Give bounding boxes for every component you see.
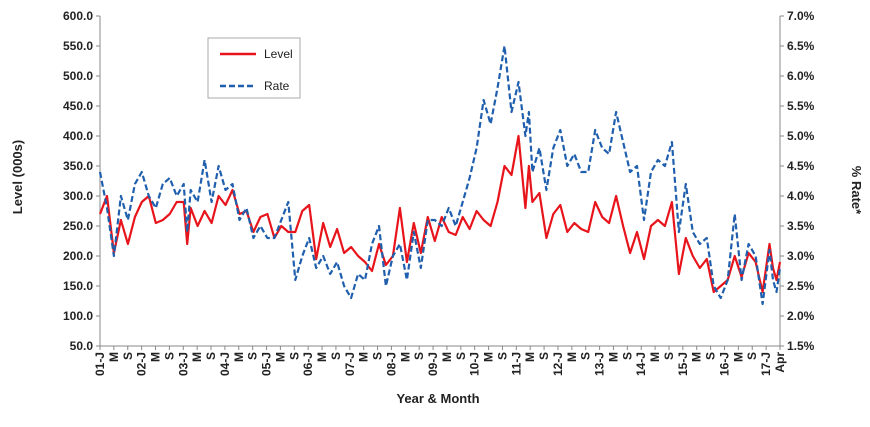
x-tick-label: 14-J — [634, 352, 648, 376]
x-tick-label: 04-J — [218, 352, 232, 376]
x-tick-label: M — [398, 352, 412, 362]
x-tick-label: 06-J — [301, 352, 315, 376]
left-tick-label: 300.0 — [63, 189, 93, 203]
right-tick-label: 4.5% — [787, 159, 815, 173]
x-tick-label: 16-J — [717, 352, 731, 376]
x-tick-label: Apr — [773, 352, 787, 373]
x-tick-label: 17-J — [759, 352, 773, 376]
legend: Level Rate — [207, 37, 301, 99]
right-tick-label: 6.5% — [787, 39, 815, 53]
y-axis-title-right: % Rate* — [849, 166, 864, 215]
x-tick-label: S — [329, 352, 343, 360]
right-tick-label: 6.0% — [787, 69, 815, 83]
x-tick-label: 12-J — [551, 352, 565, 376]
x-tick-label: S — [662, 352, 676, 360]
x-tick-label: M — [565, 352, 579, 362]
right-tick-labels: 7.0% 6.5% 6.0% 5.5% 5.0% 4.5% 4.0% 3.5% 3.0% 2.5%… — [780, 9, 815, 353]
right-tick-label: 4.0% — [787, 189, 815, 203]
series-line-rate — [98, 44, 782, 306]
right-tick-label: 3.5% — [787, 219, 815, 233]
x-tick-label: S — [412, 352, 426, 360]
x-tick-label: S — [704, 352, 718, 360]
x-tick-label: S — [287, 352, 301, 360]
left-tick-label: 50.0 — [70, 339, 94, 353]
x-tick-label: 08-J — [384, 352, 398, 376]
right-tick-label: 5.0% — [787, 129, 815, 143]
x-tick-label: 02-J — [135, 352, 149, 376]
left-tick-label: 350.0 — [63, 159, 93, 173]
right-tick-label: 3.0% — [787, 249, 815, 263]
left-tick-label: 500.0 — [63, 69, 93, 83]
x-tick-label: S — [745, 352, 759, 360]
x-tick-label: M — [315, 352, 329, 362]
x-tick-label: M — [690, 352, 704, 362]
x-tick-label: M — [648, 352, 662, 362]
left-tick-label: 600.0 — [63, 9, 93, 23]
legend-label-rate: Rate — [264, 79, 290, 93]
x-tick-label: S — [620, 352, 634, 360]
x-tick-label: 11-J — [509, 352, 523, 375]
x-axis-title: Year & Month — [396, 391, 479, 406]
right-tick-label: 2.5% — [787, 279, 815, 293]
left-tick-label: 200.0 — [63, 249, 93, 263]
x-tick-label: 13-J — [593, 352, 607, 376]
left-tick-label: 100.0 — [63, 309, 93, 323]
x-tick-label: M — [523, 352, 537, 362]
x-tick-label: 15-J — [676, 352, 690, 376]
x-tick-label: 01-J — [93, 352, 107, 376]
left-tick-label: 150.0 — [63, 279, 93, 293]
x-tick-label: S — [495, 352, 509, 360]
x-tick-label: M — [731, 352, 745, 362]
right-tick-label: 5.5% — [787, 99, 815, 113]
x-tick-label: S — [204, 352, 218, 360]
series-layer — [98, 44, 782, 306]
legend-label-level: Level — [264, 47, 293, 61]
x-tick-label: M — [107, 352, 121, 362]
series-line-level — [98, 134, 782, 294]
left-tick-labels: 600.0 550.0 500.0 450.0 400.0 350.0 300.0 250.0… — [63, 9, 100, 353]
x-tick-labels: 01-J M S 02-J M S 03-J M S 04-J M S 05-J M S 06-J M S 07-J… — [93, 346, 787, 376]
left-tick-label: 400.0 — [63, 129, 93, 143]
left-tick-label: 550.0 — [63, 39, 93, 53]
x-tick-label: M — [357, 352, 371, 362]
legend-box — [207, 37, 301, 99]
x-tick-label: S — [454, 352, 468, 360]
x-tick-label: S — [579, 352, 593, 360]
right-tick-label: 1.5% — [787, 339, 815, 353]
x-tick-label: 03-J — [176, 352, 190, 376]
x-tick-label: 10-J — [468, 352, 482, 376]
x-tick-label: 07-J — [343, 352, 357, 376]
x-tick-label: S — [537, 352, 551, 360]
x-tick-label: M — [232, 352, 246, 362]
right-tick-label: 7.0% — [787, 9, 815, 23]
x-tick-label: M — [482, 352, 496, 362]
y-axis-title-left: Level (000s) — [10, 140, 25, 214]
x-tick-label: S — [246, 352, 260, 360]
x-tick-label: M — [606, 352, 620, 362]
x-tick-label: M — [273, 352, 287, 362]
x-tick-label: 05-J — [260, 352, 274, 376]
x-tick-label: M — [149, 352, 163, 362]
x-tick-label: 09-J — [426, 352, 440, 376]
x-tick-label: S — [162, 352, 176, 360]
axes — [99, 16, 781, 347]
left-tick-label: 250.0 — [63, 219, 93, 233]
x-tick-label: M — [440, 352, 454, 362]
x-tick-label: S — [121, 352, 135, 360]
x-tick-label: S — [371, 352, 385, 360]
x-tick-label: M — [190, 352, 204, 362]
right-tick-label: 2.0% — [787, 309, 815, 323]
left-tick-label: 450.0 — [63, 99, 93, 113]
